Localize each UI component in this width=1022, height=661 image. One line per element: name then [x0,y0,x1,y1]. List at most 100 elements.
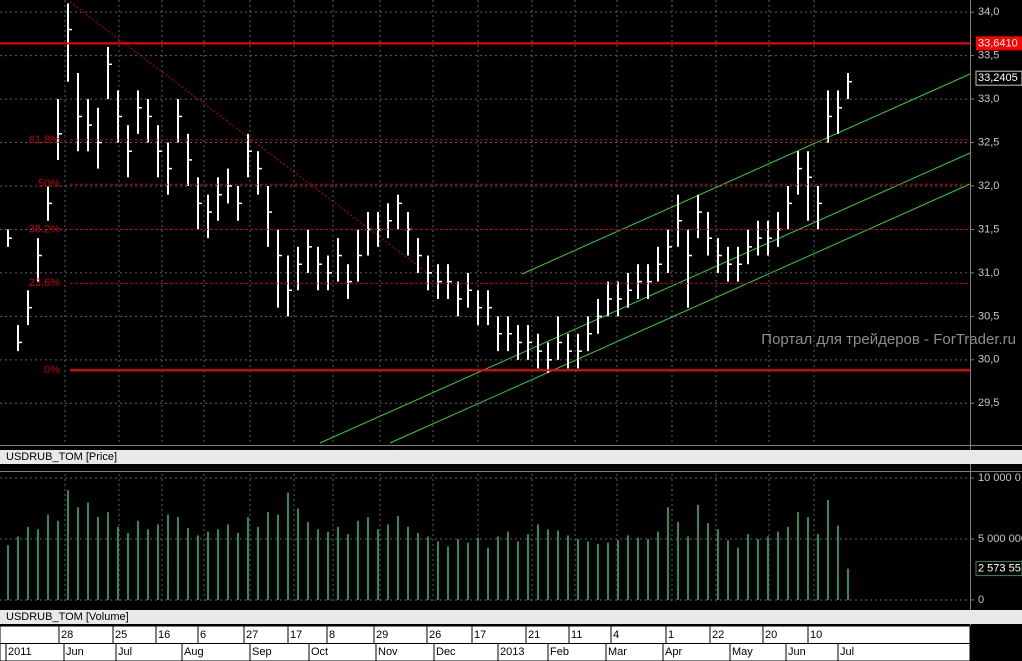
volume-bar [167,514,169,600]
x-month-label: 2011 [8,646,32,658]
y-tick-label: 30,5 [978,310,999,322]
x-day-label: 1 [668,629,674,641]
y-tick-label: 32,0 [978,180,999,192]
x-month-label: Mar [608,646,627,658]
x-day-label: 27 [246,629,258,641]
volume-bar [127,532,129,600]
volume-bar [547,529,549,600]
volume-bar [587,541,589,600]
x-day-label: 6 [200,629,206,641]
volume-bar [157,524,159,600]
volume-bar [607,542,609,600]
volume-bar [647,539,649,600]
x-month-label: Dec [436,646,456,658]
x-day-label: 20 [765,629,777,641]
volume-bar [787,526,789,600]
volume-bar [417,532,419,600]
panel-label-bg [0,450,1022,464]
y-tick-label: 29,5 [978,397,999,409]
volume-bar [477,537,479,600]
y-tick-label: 10 000 0 [978,472,1021,484]
x-day-label: 29 [376,629,388,641]
volume-bar [57,520,59,600]
y-tick-label: 30,0 [978,354,999,366]
x-month-label: Sep [252,646,272,658]
volume-bar [697,504,699,600]
volume-bar [637,537,639,600]
x-month-label: Jun [788,646,806,658]
volume-bar [687,536,689,600]
volume-bar [367,517,369,600]
x-day-label: 26 [429,629,441,641]
y-tick-label: 5 000 000 [978,533,1022,545]
volume-bar [707,523,709,600]
volume-bar [307,521,309,600]
volume-bar [407,526,409,600]
panel-label: USDRUB_TOM [Price] [6,451,117,463]
volume-bar [117,526,119,600]
x-month-label: Feb [550,646,569,658]
x-month-label: Oct [311,646,328,658]
y-tick-label: 34,0 [978,6,999,18]
volume-bar [467,542,469,600]
panel-border [0,471,1022,472]
volume-bar [757,539,759,600]
volume-bar [427,536,429,600]
volume-bar [267,512,269,600]
volume-bar [497,536,499,600]
volume-bar [287,492,289,600]
x-day-label: 17 [290,629,302,641]
x-month-label: Jul [118,646,132,658]
x-month-label: Aug [184,646,204,658]
x-month-label: Apr [665,646,682,658]
volume-bar [817,534,819,600]
volume-bar [827,499,829,600]
fib-label: 23.6% [29,277,60,289]
resistance-label: 33,6410 [978,37,1018,49]
y-tick-label: 33,0 [978,93,999,105]
fib-label: 0% [44,364,60,376]
volume-bar [557,530,559,600]
volume-bar [487,547,489,600]
x-month-label: Jul [840,646,854,658]
x-month-label: Jun [66,646,84,658]
volume-bar [567,535,569,600]
volume-bar [597,543,599,600]
volume-bar [797,512,799,600]
volume-bar [657,531,659,600]
volume-bar [277,514,279,600]
volume-bar [507,531,509,600]
x-day-label: 4 [613,629,619,641]
volume-bar [7,545,9,600]
volume-bar [37,529,39,600]
volume-bar [577,539,579,600]
volume-bar [747,534,749,600]
volume-bar [187,528,189,600]
volume-bar [237,532,239,600]
x-month-label: Nov [378,646,398,658]
volume-bar [777,531,779,600]
volume-bar [737,547,739,600]
volume-bar [227,524,229,600]
volume-bar [207,531,209,600]
volume-bar [347,534,349,600]
volume-bar [77,507,79,600]
y-tick-label: 31,0 [978,267,999,279]
volume-bar [767,536,769,600]
last-box [975,70,1022,86]
fib-label: 50% [38,178,60,190]
volume-bar [297,508,299,600]
y-tick-label: 32,5 [978,136,999,148]
volume-bar [17,536,19,600]
volume-bar [317,529,319,600]
volume-bar [457,539,459,600]
x-day-label: 28 [61,629,73,641]
resistance-box [976,36,1022,51]
volume-bar [197,535,199,600]
volume-bar [527,534,529,600]
volume-bar [627,535,629,600]
channel-line [521,73,971,275]
volume-bar [107,512,109,600]
